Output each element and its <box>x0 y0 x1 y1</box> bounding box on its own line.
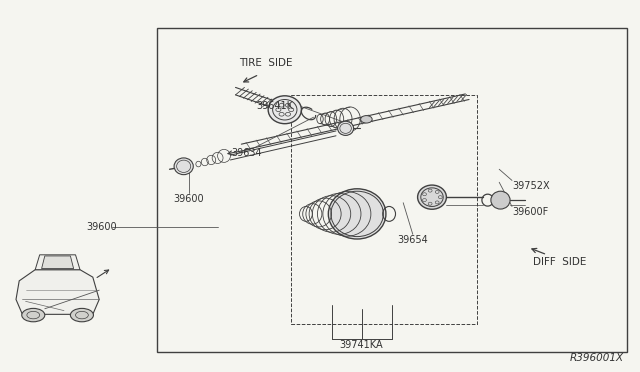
Circle shape <box>70 308 93 322</box>
Text: 39600F: 39600F <box>512 207 548 217</box>
Ellipse shape <box>328 189 386 239</box>
Ellipse shape <box>268 96 301 124</box>
Text: 39654: 39654 <box>397 235 428 245</box>
Text: 39600: 39600 <box>86 222 117 232</box>
Text: 39600: 39600 <box>173 194 204 204</box>
Text: TIRE  SIDE: TIRE SIDE <box>239 58 292 68</box>
Bar <box>291 95 477 324</box>
Ellipse shape <box>361 116 372 123</box>
Text: 39641K: 39641K <box>257 101 294 111</box>
Ellipse shape <box>338 121 354 135</box>
Text: R396001X: R396001X <box>570 353 624 363</box>
Text: 39741KA: 39741KA <box>340 340 383 350</box>
Ellipse shape <box>418 185 447 209</box>
Circle shape <box>22 308 45 322</box>
Polygon shape <box>42 256 74 269</box>
Ellipse shape <box>174 158 193 174</box>
Text: 39634: 39634 <box>231 148 262 157</box>
Text: 39752X: 39752X <box>512 181 550 191</box>
Polygon shape <box>35 255 80 270</box>
Text: DIFF  SIDE: DIFF SIDE <box>533 257 587 267</box>
Ellipse shape <box>491 191 510 209</box>
Bar <box>157 28 627 352</box>
Polygon shape <box>16 270 99 314</box>
